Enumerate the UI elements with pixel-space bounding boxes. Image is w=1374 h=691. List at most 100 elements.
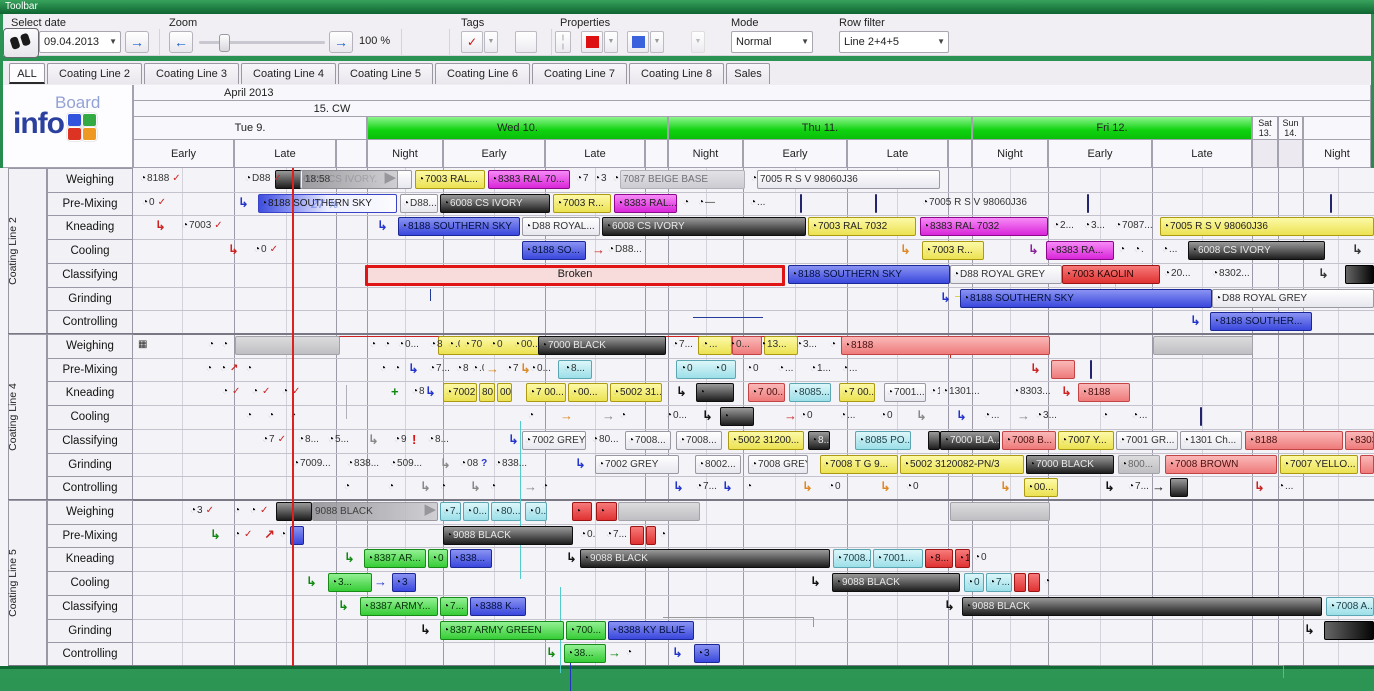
gantt-bar[interactable]: ◔ bbox=[368, 336, 380, 355]
gantt-bar[interactable]: ◔... bbox=[984, 410, 1000, 422]
gantt-bar[interactable]: ◔7008 T G 9... bbox=[820, 454, 898, 474]
link-arrow-icon[interactable]: ↳ bbox=[377, 218, 388, 234]
gantt-bar[interactable]: ◔8188 SOUTHERN SKY bbox=[398, 217, 520, 237]
gantt-bar[interactable]: ◔ bbox=[266, 407, 278, 426]
gantt-bar[interactable]: ◔0... bbox=[463, 502, 489, 521]
gantt-bar[interactable]: ◔7008 GREY... bbox=[748, 454, 808, 474]
gantt-bar[interactable]: ◔8... bbox=[808, 430, 830, 450]
gantt-bar[interactable]: ◔9088 BLACK bbox=[962, 596, 1322, 616]
zoom-out-button[interactable]: ← bbox=[169, 31, 193, 53]
property-blue-dropdown[interactable]: ▼ bbox=[650, 31, 664, 53]
gantt-bar[interactable]: ◔8188 SOUTHERN SKY 27 % bbox=[258, 193, 397, 213]
gantt-bar[interactable]: ◔ ↗ bbox=[220, 362, 239, 374]
gantt-bar[interactable]: ◔... bbox=[750, 196, 766, 208]
gantt-bar[interactable]: ◔0... bbox=[530, 362, 551, 374]
gantt-bar[interactable]: ◔0 bbox=[428, 549, 448, 569]
link-arrow-icon[interactable]: ↳ bbox=[368, 431, 379, 447]
gantt-bar[interactable]: ◔ bbox=[488, 478, 500, 497]
gantt-bar[interactable]: ◔ bbox=[681, 194, 693, 213]
gantt-bar[interactable]: ◔8383 RAL... bbox=[614, 193, 677, 213]
row-filter-select[interactable]: Line 2+4+5 ▼ bbox=[839, 31, 949, 53]
gantt-bar[interactable]: ◔7... bbox=[696, 481, 717, 493]
link-arrow-icon[interactable]: ↳ bbox=[520, 360, 531, 376]
gantt-bar[interactable]: ◔3... bbox=[1084, 220, 1105, 232]
gantt-bar[interactable]: ◔8... bbox=[428, 433, 449, 445]
gantt-bar[interactable] bbox=[558, 359, 592, 379]
gantt-bar[interactable]: ◔8383 RA... bbox=[1046, 241, 1114, 261]
gantt-bar[interactable]: ◔ ✓ bbox=[252, 386, 271, 398]
gantt-bar[interactable]: ◔ bbox=[572, 502, 592, 521]
gantt-bar[interactable]: ◔1301... bbox=[942, 386, 980, 398]
link-arrow-icon[interactable]: ↳ bbox=[900, 242, 911, 258]
gantt-bar[interactable]: ◔7008 B... bbox=[1002, 430, 1056, 450]
gantt-bar[interactable]: ◔0 bbox=[680, 362, 693, 374]
link-arrow-icon[interactable]: ! bbox=[412, 431, 417, 447]
zoom-slider-track[interactable] bbox=[199, 41, 325, 44]
link-arrow-icon[interactable]: ↳ bbox=[440, 455, 451, 471]
gantt-bar[interactable]: ◔7... bbox=[1128, 481, 1149, 493]
gantt-bar[interactable]: ◔3... bbox=[328, 573, 372, 593]
gantt-bar[interactable]: ◔0. bbox=[580, 528, 596, 540]
gantt-bar[interactable]: ◔8387 ARMY GREEN bbox=[440, 620, 564, 640]
gantt-bar[interactable]: ◔0 bbox=[714, 362, 727, 374]
link-arrow-icon[interactable]: ↳ bbox=[1254, 479, 1265, 495]
link-arrow-icon[interactable]: ↳ bbox=[546, 645, 557, 661]
gantt-bar[interactable]: ◔00... bbox=[514, 339, 541, 350]
gantt-bar[interactable]: ◔7000 BLACK bbox=[538, 336, 666, 355]
gantt-bar[interactable]: ◔8188 SOUTHERN SKY bbox=[788, 264, 950, 284]
link-arrow-icon[interactable]: ↳ bbox=[672, 645, 683, 661]
link-arrow-icon[interactable]: ↳ bbox=[425, 384, 436, 400]
gantt-bar[interactable]: 7087 BEIGE BASE bbox=[620, 170, 745, 189]
gantt-bar[interactable]: ◔13... bbox=[760, 339, 787, 350]
link-arrow-icon[interactable]: ↳ bbox=[676, 384, 687, 400]
link-arrow-icon[interactable]: ↳ bbox=[940, 289, 951, 305]
gantt-bar[interactable]: ◔7001... bbox=[873, 549, 923, 569]
gantt-bar[interactable]: ◔0 bbox=[964, 573, 984, 593]
gantt-bar[interactable]: ◔8388 K... bbox=[470, 596, 526, 616]
gantt-bar[interactable]: ◔D88 ROYAL GREY bbox=[950, 264, 1062, 284]
gantt-bar[interactable]: ◔80... bbox=[491, 502, 521, 521]
gantt-bar[interactable]: ◔7 bbox=[576, 173, 589, 184]
gantt-bar[interactable]: ◔0... bbox=[525, 502, 547, 521]
gantt-bar[interactable] bbox=[1360, 454, 1374, 474]
link-arrow-icon[interactable]: ↳ bbox=[238, 194, 249, 210]
gantt-bar[interactable]: ◔8... bbox=[564, 362, 585, 374]
gantt-bar[interactable]: ◔8387 ARMY... bbox=[360, 596, 438, 616]
gantt-bar[interactable] bbox=[732, 336, 762, 355]
gantt-bar[interactable]: ◔7 00... bbox=[839, 383, 875, 403]
gantt-bar[interactable]: ◔7... bbox=[672, 339, 693, 350]
gantt-bar[interactable]: ◔0 bbox=[490, 339, 503, 350]
gantt-bar[interactable]: ◔8383 RAL 70... bbox=[488, 170, 570, 189]
gantt-bar[interactable]: ◔7005 R S V 98060J36 bbox=[922, 196, 1027, 208]
gantt-bar[interactable]: ▦ bbox=[138, 339, 148, 350]
tab-coating-line-4[interactable]: Coating Line 4 bbox=[241, 63, 336, 84]
gantt-bar[interactable]: ◔8002... bbox=[695, 454, 741, 474]
gantt-bar[interactable]: ◔ bbox=[386, 478, 398, 497]
gantt-bar[interactable]: ◔D88 ✓ bbox=[245, 173, 282, 184]
gantt-bar[interactable]: ◔ bbox=[526, 407, 538, 426]
gantt-bar[interactable]: ◔38... bbox=[564, 644, 606, 664]
gantt-bar[interactable]: ◔1 bbox=[930, 386, 940, 398]
gantt-bar[interactable]: ◔7000 BLA... bbox=[940, 430, 1000, 450]
tab-coating-line-3[interactable]: Coating Line 3 bbox=[144, 63, 239, 84]
link-arrow-icon[interactable]: ↳ bbox=[408, 360, 419, 376]
gantt-bar[interactable]: ◔80... bbox=[592, 433, 619, 445]
gantt-bar[interactable]: ◔... bbox=[840, 410, 856, 422]
gantt-bar[interactable]: ◔3 ✓ bbox=[190, 505, 214, 516]
gantt-bar[interactable]: ◔0 bbox=[974, 552, 987, 564]
gantt-bar[interactable]: ◔7000 BLACK bbox=[1026, 454, 1114, 474]
gantt-bar[interactable]: ◔ bbox=[392, 360, 404, 379]
gantt-bar[interactable]: ◔8 bbox=[430, 339, 443, 350]
gantt-bar[interactable]: ◔8303... bbox=[1013, 386, 1051, 398]
zoom-slider-thumb[interactable] bbox=[219, 34, 230, 52]
gantt-bar[interactable]: ◔D88 ROYAL GREY bbox=[1212, 288, 1374, 308]
gantt-bar[interactable]: ◔3... bbox=[796, 339, 817, 350]
link-arrow-icon[interactable]: ↳ bbox=[1318, 265, 1329, 281]
gantt-bar[interactable]: ◔7... bbox=[986, 573, 1012, 593]
tab-coating-line-8[interactable]: Coating Line 8 bbox=[629, 63, 724, 84]
gantt-bar[interactable]: ◔— bbox=[698, 196, 716, 208]
tag-empty-button[interactable] bbox=[515, 31, 537, 53]
gantt-bar[interactable] bbox=[1345, 264, 1374, 284]
link-arrow-icon[interactable]: → bbox=[486, 360, 499, 376]
tab-all[interactable]: ALL bbox=[9, 63, 45, 84]
